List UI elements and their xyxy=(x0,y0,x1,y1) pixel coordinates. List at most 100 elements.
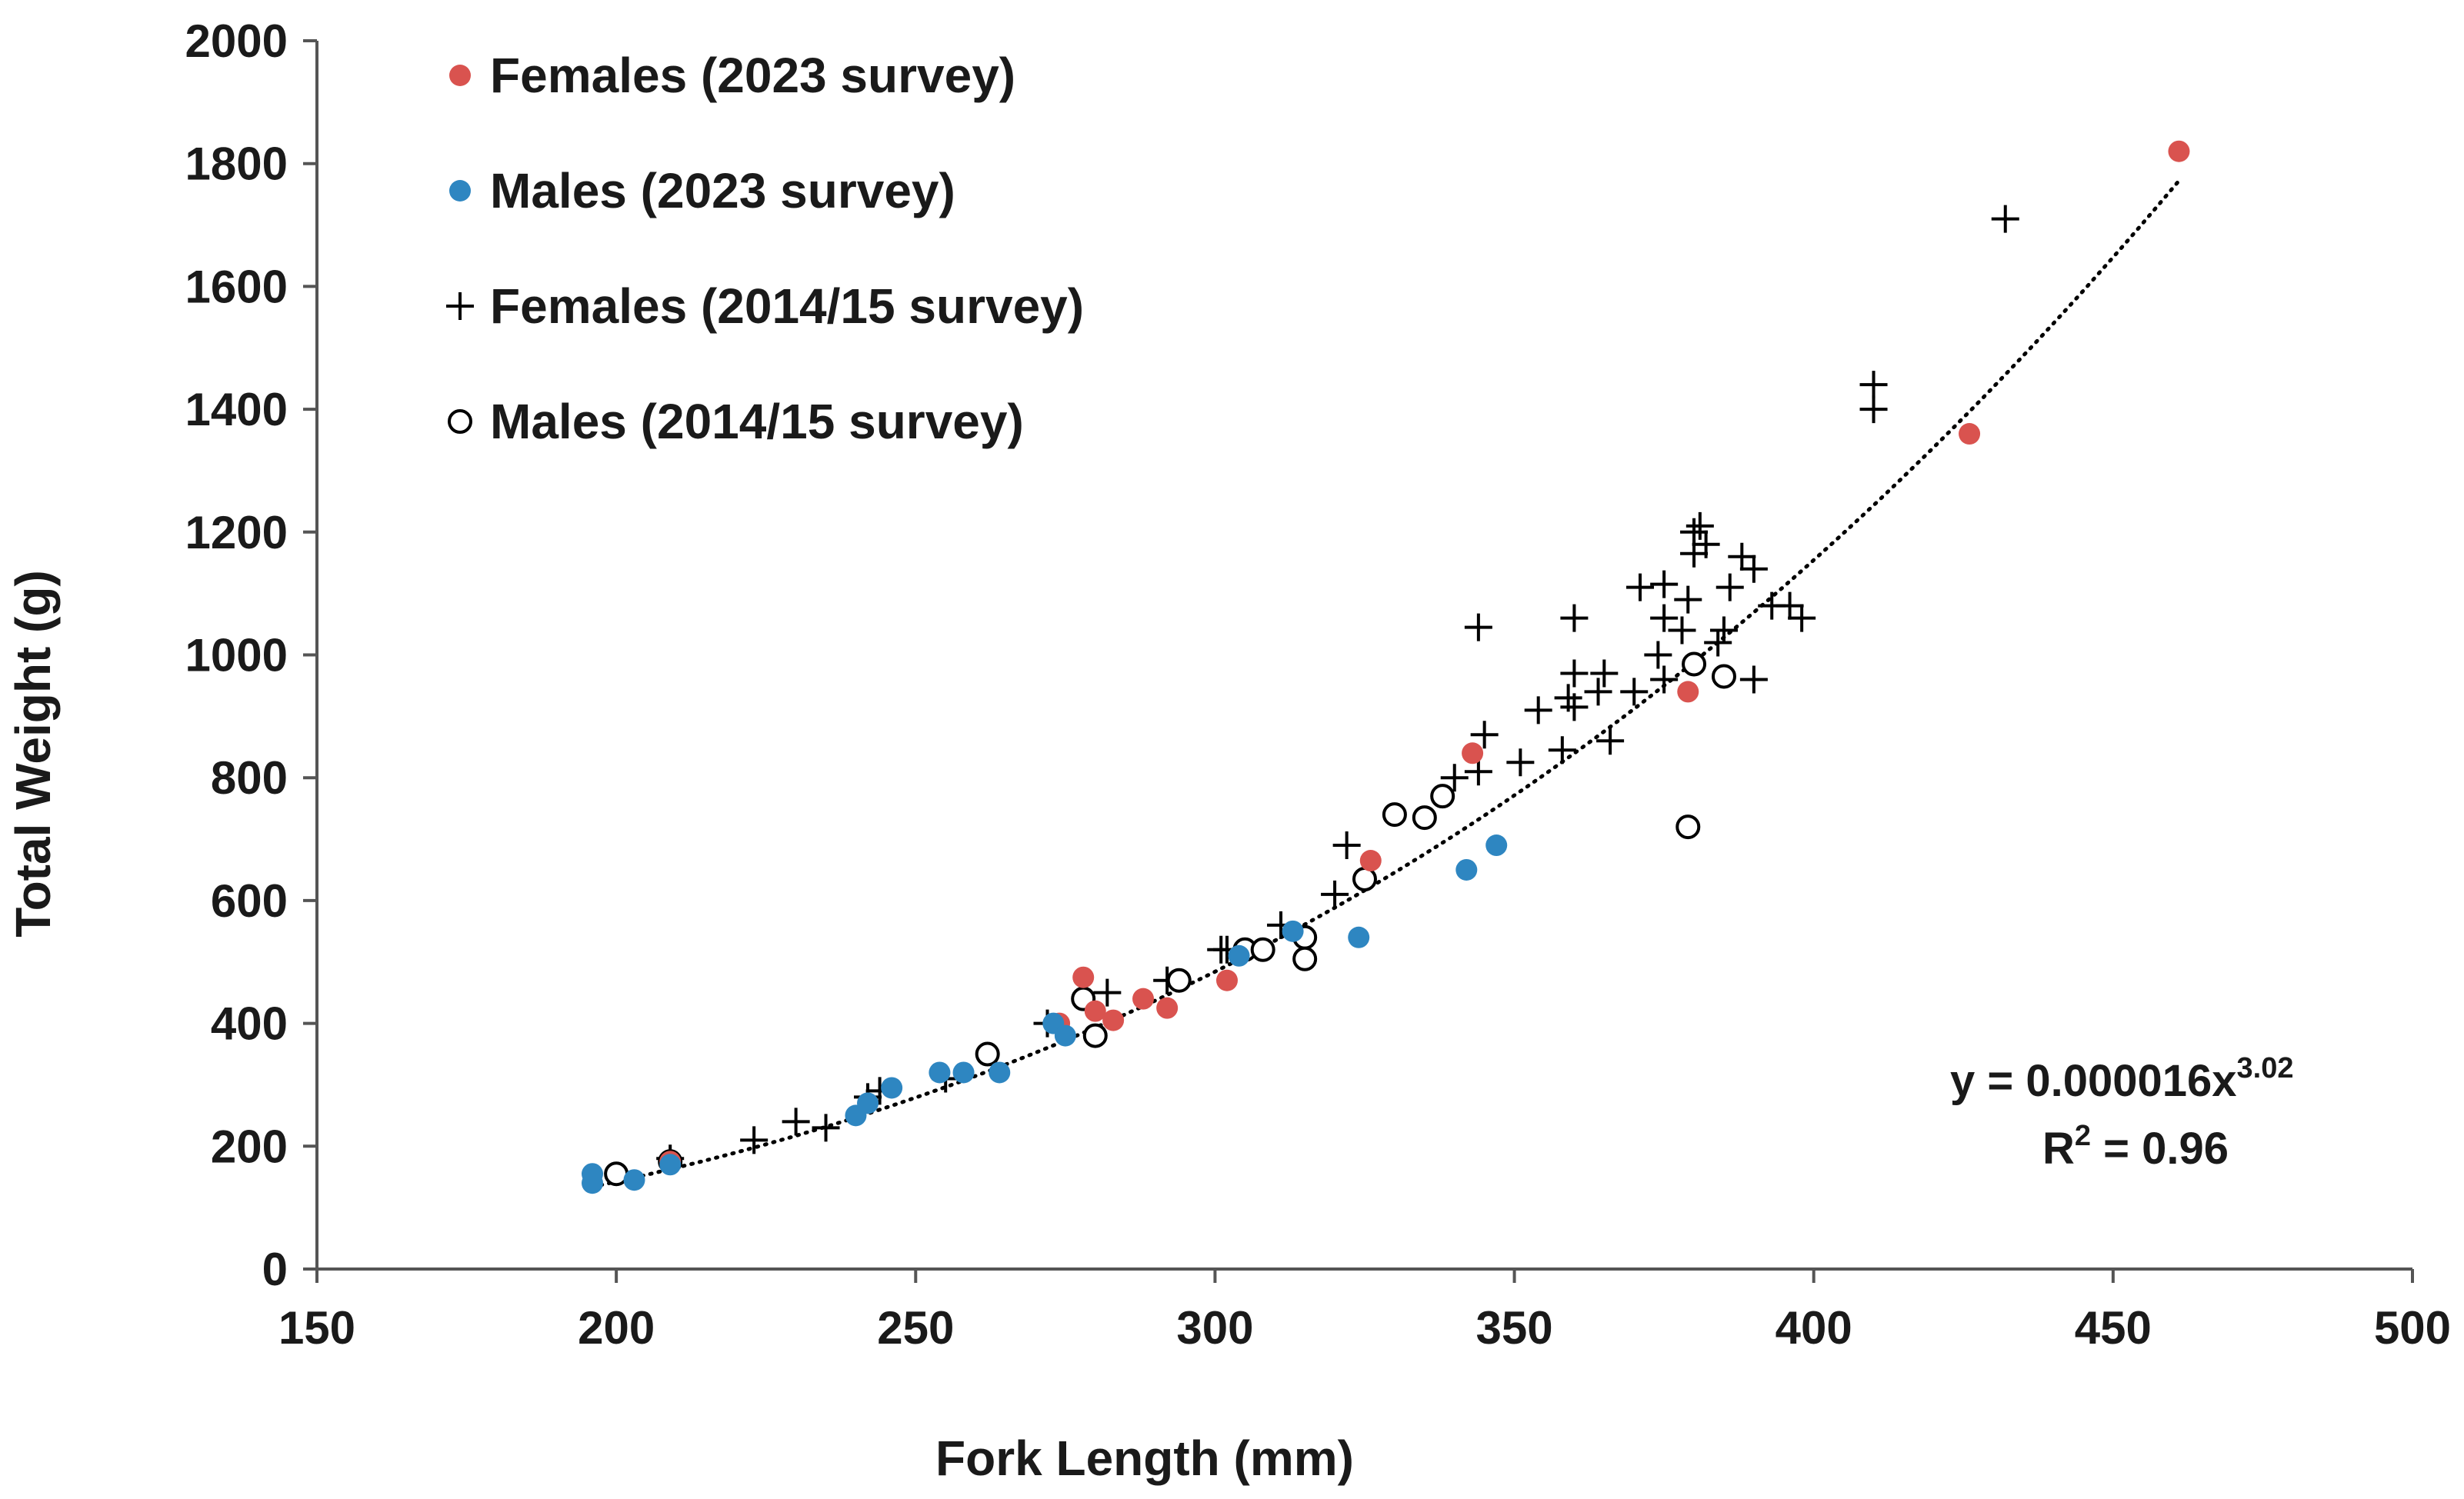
x-tick-label: 200 xyxy=(578,1302,655,1354)
data-point xyxy=(1680,518,1709,546)
equation-annotation: y = 0.000016x3.02 R2 = 0.96 xyxy=(1950,1052,2294,1174)
data-point xyxy=(1620,678,1649,706)
y-tick-label: 0 xyxy=(262,1244,288,1295)
data-point xyxy=(2168,140,2190,162)
data-point xyxy=(1728,542,1756,571)
data-point xyxy=(1650,665,1679,694)
data-point xyxy=(1739,665,1768,694)
data-point xyxy=(1250,937,1275,962)
data-point xyxy=(952,1061,975,1084)
data-point xyxy=(1715,573,1744,601)
x-tick-label: 500 xyxy=(2374,1302,2451,1354)
data-point xyxy=(1430,784,1455,809)
data-point xyxy=(812,1114,840,1142)
data-point xyxy=(1228,944,1250,967)
data-point xyxy=(1072,966,1095,988)
data-point xyxy=(1166,968,1192,993)
legend-label: Females (2023 survey) xyxy=(490,48,1015,103)
data-point xyxy=(1352,866,1377,891)
data-point xyxy=(740,1126,769,1154)
plot-area: 0 200 400 600 800 1000 1200 1400 1600 1800 2000 15… xyxy=(185,15,2452,1354)
data-point xyxy=(1644,641,1672,669)
y-tick-label: 1000 xyxy=(185,630,288,681)
data-point xyxy=(1132,988,1155,1010)
data-point xyxy=(1596,727,1625,755)
data-point xyxy=(1682,651,1707,677)
r-squared-sup: 2 xyxy=(2075,1120,2091,1152)
data-point xyxy=(1321,880,1349,908)
data-point xyxy=(1959,423,1981,445)
data-point xyxy=(1859,371,1888,399)
data-point xyxy=(1626,573,1655,601)
data-point xyxy=(1692,530,1720,558)
data-point xyxy=(1709,616,1738,645)
trend-equation-base: y = 0.000016x xyxy=(1950,1056,2237,1106)
series-females-2014-15-survey xyxy=(656,205,2019,1173)
data-point xyxy=(1464,613,1492,641)
y-tick-label: 1800 xyxy=(185,138,288,190)
trend-equation-exponent: 3.02 xyxy=(2237,1052,2294,1084)
r-squared-value: = 0.96 xyxy=(2091,1124,2229,1174)
legend-item: Males (2014/15 survey) xyxy=(448,394,1024,449)
data-point xyxy=(1348,926,1370,948)
data-point xyxy=(1584,678,1612,706)
x-tick-label: 150 xyxy=(278,1302,355,1354)
data-point xyxy=(975,1041,1000,1067)
data-point xyxy=(1704,628,1732,657)
data-point xyxy=(1788,604,1816,632)
y-axis-title: Total Weight (g) xyxy=(5,570,61,938)
legend-label: Males (2014/15 survey) xyxy=(490,394,1024,449)
y-tick-label: 600 xyxy=(211,875,288,927)
data-point xyxy=(1548,736,1576,764)
data-point xyxy=(1470,721,1499,749)
data-point xyxy=(1156,997,1179,1019)
data-point xyxy=(1464,758,1492,786)
data-point xyxy=(623,1169,645,1191)
data-point xyxy=(1282,920,1304,942)
y-tick-label: 2000 xyxy=(185,15,288,67)
y-tick-label: 1400 xyxy=(185,384,288,435)
x-tick-label: 400 xyxy=(1775,1302,1852,1354)
y-tick-label: 400 xyxy=(211,998,288,1050)
r-squared: R2 = 0.96 xyxy=(2042,1120,2229,1174)
data-point xyxy=(857,1092,879,1114)
series-males-2023-survey xyxy=(582,834,1508,1194)
data-point xyxy=(1332,831,1361,860)
data-point xyxy=(881,1077,903,1099)
data-point xyxy=(1560,659,1589,688)
data-point xyxy=(1677,681,1699,703)
data-point xyxy=(582,1172,604,1194)
data-point xyxy=(1650,604,1679,632)
data-point xyxy=(1084,1000,1106,1022)
data-point xyxy=(1560,693,1589,721)
x-tick-label: 350 xyxy=(1476,1302,1553,1354)
legend-marker xyxy=(448,409,472,434)
data-point xyxy=(1711,664,1736,689)
data-point xyxy=(1668,616,1696,645)
data-point xyxy=(659,1154,682,1176)
x-tick-label: 300 xyxy=(1176,1302,1253,1354)
data-point xyxy=(1359,849,1382,871)
data-series xyxy=(582,140,2190,1194)
legend-item: Males (2023 survey) xyxy=(449,163,955,218)
data-point xyxy=(1102,1009,1125,1031)
data-point xyxy=(1685,511,1714,540)
data-point xyxy=(929,1061,951,1084)
data-point xyxy=(1775,591,1804,620)
y-tick-label: 800 xyxy=(211,752,288,804)
data-point xyxy=(1082,1023,1108,1048)
data-point xyxy=(1462,742,1484,764)
x-ticks: 150 200 250 300 350 400 450 500 xyxy=(278,1269,2451,1354)
y-tick-label: 1200 xyxy=(185,507,288,558)
y-tick-label: 200 xyxy=(211,1121,288,1172)
data-point xyxy=(1991,205,2019,233)
data-point xyxy=(782,1108,810,1136)
data-point xyxy=(1524,696,1552,725)
data-point xyxy=(1292,946,1318,971)
trend-equation: y = 0.000016x3.02 xyxy=(1950,1052,2294,1106)
data-point xyxy=(1440,764,1469,792)
data-point xyxy=(1455,858,1478,881)
data-point xyxy=(1054,1024,1076,1047)
data-point xyxy=(1506,748,1535,777)
